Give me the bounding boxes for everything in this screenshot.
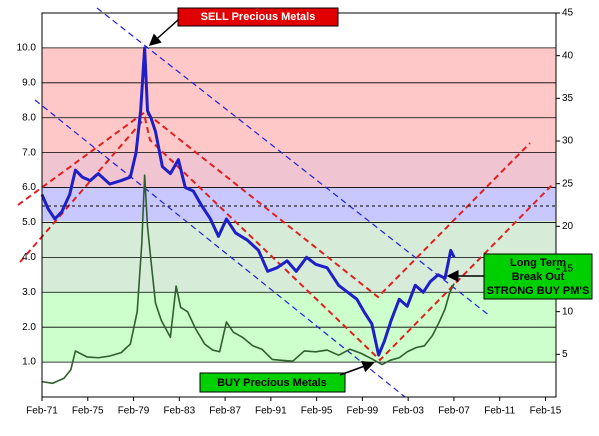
y-tick-label: 2.0 — [22, 322, 36, 333]
y2-tick-label: 10 — [562, 306, 574, 317]
y-tick-label: 1.0 — [22, 357, 36, 368]
series-line — [40, 46, 456, 357]
y-tick-label: 10.0 — [17, 43, 37, 54]
y2-tick-label: 30 — [562, 136, 574, 147]
annotation: SELL Precious Metals — [201, 11, 316, 23]
annotation: Long Term — [510, 257, 566, 269]
y2-tick-label: 20 — [562, 221, 574, 232]
y2-tick-label: 25 — [562, 178, 574, 189]
x-tick-label: Feb-95 — [301, 406, 333, 417]
zone — [42, 153, 556, 187]
zone — [42, 221, 556, 292]
x-tick-label: Feb-71 — [26, 406, 58, 417]
x-tick-label: Feb-03 — [392, 406, 424, 417]
y2-tick-label: 5 — [562, 349, 568, 360]
y-tick-label: 7.0 — [22, 147, 36, 158]
y-tick-label: 3.0 — [22, 287, 36, 298]
y2-tick-label: 45 — [562, 8, 574, 19]
x-tick-label: Feb-91 — [255, 406, 287, 417]
y2-tick-label: 15 — [562, 264, 574, 275]
annotations: SELL Precious Metals BUY Precious Metals… — [148, 7, 593, 393]
y2-tick-label: 35 — [562, 93, 574, 104]
y-tick-label: 8.0 — [22, 112, 36, 123]
zone — [42, 48, 556, 153]
annotation: STRONG BUY PM'S — [487, 285, 590, 297]
series-line — [41, 174, 455, 385]
x-tick-label: Feb-07 — [438, 406, 470, 417]
zone — [42, 187, 556, 221]
y2-tick-label: 40 — [562, 50, 574, 61]
y-tick-label: 5.0 — [22, 217, 36, 228]
x-tick-label: Feb-75 — [72, 406, 104, 417]
trend-lines — [17, 7, 556, 398]
y-tick-label: 6.0 — [22, 182, 36, 193]
x-tick-label: Feb-79 — [118, 406, 150, 417]
annotation: Break Out — [512, 271, 565, 283]
x-tick-label: Feb-15 — [530, 406, 562, 417]
y-tick-label: 9.0 — [22, 77, 36, 88]
x-tick-label: Feb-83 — [163, 406, 195, 417]
x-tick-label: Feb-11 — [484, 406, 515, 417]
x-tick-label: Feb-87 — [209, 406, 241, 417]
y-tick-label: 4.0 — [22, 252, 36, 263]
annotation: BUY Precious Metals — [217, 377, 327, 389]
x-tick-label: Feb-99 — [347, 406, 379, 417]
